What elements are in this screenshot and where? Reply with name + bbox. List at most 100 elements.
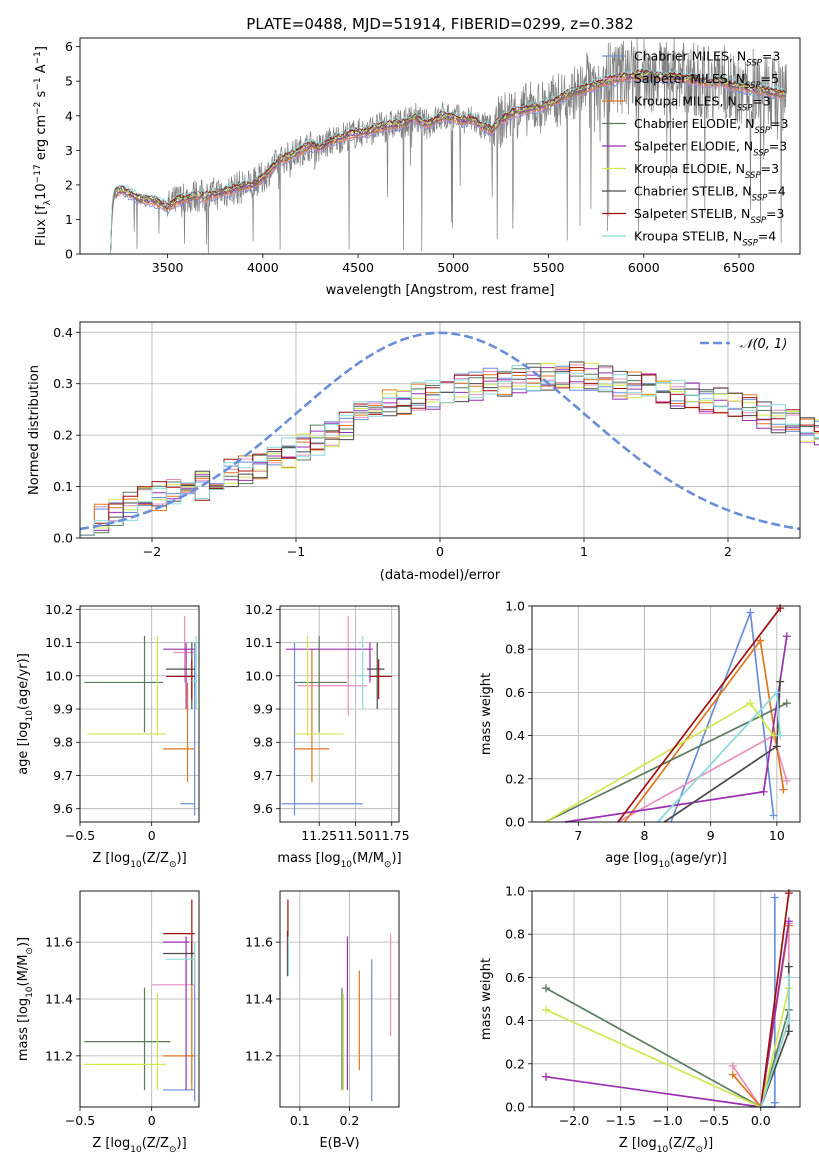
x-axis-label: mass [log10(M/M⊙)] <box>277 851 401 870</box>
label-part: 10 <box>130 860 142 870</box>
label-part: Normed distribution <box>27 365 42 495</box>
spectrum-panel: 3500 4000 4500 5000 5500 6000 6500 0 1 2 3 4 5 6 wavel… <box>33 37 801 298</box>
model-spectrum-line <box>110 70 786 255</box>
weight-marker <box>772 742 781 751</box>
mass-vs-extinction-panel: 0.1 0.2 11.2 11.4 11.6 E(B-V) <box>245 890 400 1151</box>
x-tick-label: 0 <box>148 1113 156 1128</box>
x-tick-label: 9 <box>707 828 715 843</box>
label-part: (Z/Z <box>142 851 169 866</box>
y-tick-label: 9.9 <box>53 702 73 717</box>
axes-frame <box>79 37 801 255</box>
x-tick-label: 11.25 <box>301 828 337 843</box>
axes-frame <box>279 605 400 823</box>
label-part: Z [log <box>92 1136 130 1151</box>
label-part: s <box>34 90 49 101</box>
y-tick-label: 5 <box>65 74 73 89</box>
y-tick-label: 0.8 <box>505 642 525 657</box>
x-axis-label: age [log10(age/yr)] <box>605 851 727 870</box>
x-axis-label: Z [log10(Z/Z⊙)] <box>92 851 186 870</box>
x-tick-label: 2 <box>724 544 732 559</box>
y-tick-label: 0.2 <box>505 771 525 786</box>
legend-label: Chabrier MILES, NSSP=3 <box>634 49 780 69</box>
legend-count: =3 <box>766 206 784 221</box>
weight-marker <box>782 699 791 708</box>
x-tick-label: 4000 <box>247 260 279 275</box>
label-part: −1 <box>33 77 43 90</box>
y-tick-label: 0.3 <box>53 376 73 391</box>
model-spectrum-line <box>110 69 786 255</box>
legend-sub: SSP <box>752 194 768 204</box>
weight-marker <box>772 688 781 697</box>
y-tick-label: 10.1 <box>45 635 73 650</box>
label-part: (M/M <box>16 955 31 987</box>
label-part: 10 <box>130 1145 142 1155</box>
label-part: )] <box>177 851 187 866</box>
x-tick-label: 4500 <box>342 260 374 275</box>
y-tick-label: 11.2 <box>245 1048 273 1063</box>
x-tick-label: 8 <box>641 828 649 843</box>
label-part: A <box>34 64 49 77</box>
legend-label: Kroupa STELIB, NSSP=4 <box>634 229 776 249</box>
weight-marker <box>776 731 785 740</box>
label-part: 10 <box>25 986 35 998</box>
y-tick-label: 9.9 <box>253 702 273 717</box>
label-part: 10 <box>658 860 670 870</box>
weight-marker <box>728 1070 737 1079</box>
x-tick-label: −1.5 <box>606 1113 636 1128</box>
y-tick-label: 11.4 <box>45 992 73 1007</box>
legend-model: Chabrier MILES, N <box>634 49 746 64</box>
label-part: Flux [f <box>34 205 49 246</box>
weight-marker <box>784 889 793 898</box>
weight-marker <box>782 632 791 641</box>
label-part: ⊙ <box>25 947 35 955</box>
y-tick-label: 0.2 <box>53 428 73 443</box>
x-axis-label: Z [log10(Z/Z⊙)] <box>619 1136 713 1155</box>
histogram-step <box>80 364 819 536</box>
figure-title: PLATE=0488, MJD=51914, FIBERID=0299, z=0… <box>246 15 633 33</box>
label-part: erg cm <box>34 115 49 164</box>
x-tick-label: −2.0 <box>559 1113 589 1128</box>
y-tick-label: 0.0 <box>505 815 525 830</box>
legend-model: Kroupa ELODIE, N <box>634 161 745 176</box>
x-tick-label: 0.0 <box>751 1113 771 1128</box>
y-tick-label: 11.6 <box>245 935 273 950</box>
label-part: 10 <box>34 183 49 200</box>
histogram-step <box>80 361 819 536</box>
label-part: E(B-V) <box>319 1136 359 1151</box>
weight-marker <box>542 984 551 993</box>
y-tick-label: 0.6 <box>505 685 525 700</box>
legend-label: Chabrier STELIB, NSSP=4 <box>634 184 786 204</box>
weight-marker <box>784 1016 793 1025</box>
weight-marker <box>769 811 778 820</box>
weight-marker <box>770 1098 779 1107</box>
y-tick-label: 4 <box>65 108 73 123</box>
y-tick-label: 1.0 <box>505 884 525 899</box>
label-part: )] <box>703 1136 713 1151</box>
weight-marker <box>759 787 768 796</box>
x-tick-label: 0 <box>436 544 444 559</box>
legend-model: Chabrier STELIB, N <box>634 184 752 199</box>
y-tick-label: 9.6 <box>253 801 273 816</box>
y-tick-label: 10.0 <box>45 668 73 683</box>
y-tick-label: 9.8 <box>53 735 73 750</box>
y-tick-label: 10.2 <box>45 602 73 617</box>
x-tick-label: 3500 <box>152 260 184 275</box>
x-tick-label: 5500 <box>533 260 565 275</box>
legend-label: Chabrier ELODIE, NSSP=3 <box>634 116 789 136</box>
label-part: (age/yr)] <box>670 851 727 866</box>
legend-label: Salpeter ELODIE, NSSP=3 <box>634 139 787 159</box>
weight-marker <box>746 608 755 617</box>
x-tick-label: 11.75 <box>374 828 410 843</box>
label-part: mass weight <box>479 673 494 755</box>
legend-sub: SSP <box>750 216 766 226</box>
y-tick-label: 0.6 <box>505 970 525 985</box>
label-part: ⊙ <box>169 860 177 870</box>
y-tick-label: 1.0 <box>505 599 525 614</box>
legend-model: Salpeter MILES, N <box>634 71 745 86</box>
label-part: 10 <box>657 1145 669 1155</box>
y-tick-label: 6 <box>65 39 73 54</box>
mass-vs-metallicity-panel: −0.5 011.211.411.6Z [log10(Z/Z⊙)]mass [lo… <box>16 890 200 1155</box>
y-axis-label: mass [log10(M/M⊙)] <box>16 937 35 1061</box>
legend-sub: SSP <box>754 126 770 136</box>
